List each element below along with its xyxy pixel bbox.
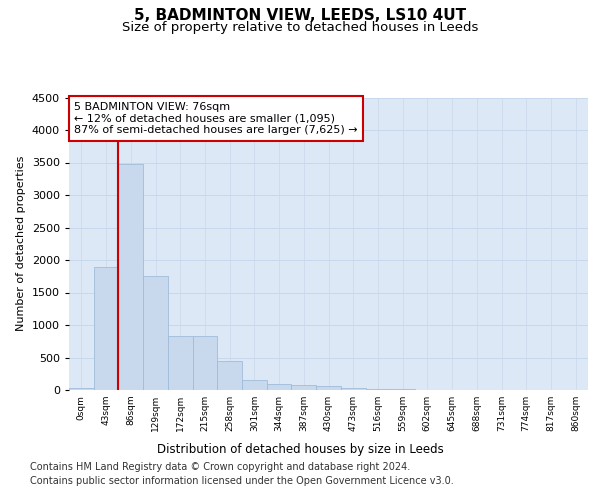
Bar: [193, 336, 217, 390]
Bar: [242, 380, 267, 390]
Bar: [168, 336, 193, 390]
Bar: [292, 385, 316, 390]
Bar: [316, 386, 341, 390]
Bar: [341, 388, 365, 390]
Text: Distribution of detached houses by size in Leeds: Distribution of detached houses by size …: [157, 442, 443, 456]
Text: 5 BADMINTON VIEW: 76sqm
← 12% of detached houses are smaller (1,095)
87% of semi: 5 BADMINTON VIEW: 76sqm ← 12% of detache…: [74, 102, 358, 135]
Bar: [365, 388, 390, 390]
Bar: [143, 276, 168, 390]
Bar: [69, 388, 94, 390]
Bar: [118, 164, 143, 390]
Text: Contains HM Land Registry data © Crown copyright and database right 2024.: Contains HM Land Registry data © Crown c…: [30, 462, 410, 472]
Text: 5, BADMINTON VIEW, LEEDS, LS10 4UT: 5, BADMINTON VIEW, LEEDS, LS10 4UT: [134, 8, 466, 22]
Text: Contains public sector information licensed under the Open Government Licence v3: Contains public sector information licen…: [30, 476, 454, 486]
Bar: [94, 266, 118, 390]
Y-axis label: Number of detached properties: Number of detached properties: [16, 156, 26, 332]
Bar: [217, 361, 242, 390]
Text: Size of property relative to detached houses in Leeds: Size of property relative to detached ho…: [122, 21, 478, 34]
Bar: [267, 384, 292, 390]
